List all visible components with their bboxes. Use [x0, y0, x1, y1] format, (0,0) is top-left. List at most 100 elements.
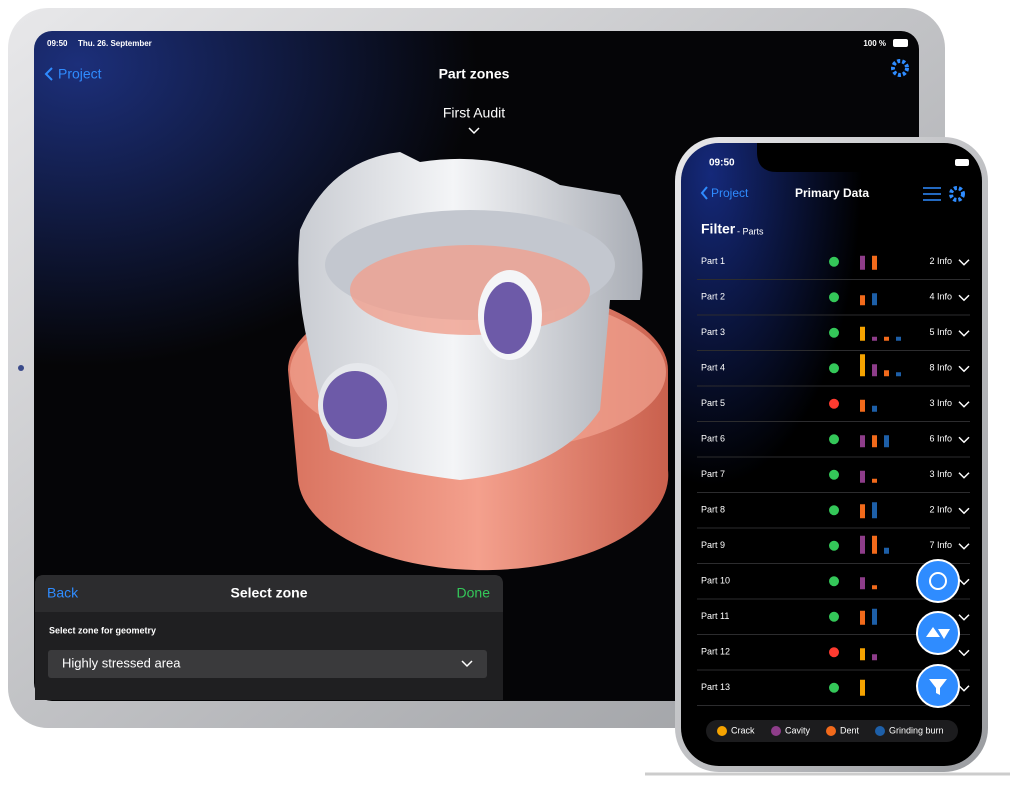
row-chevron [958, 259, 970, 266]
sheet-title: Select zone [230, 585, 307, 601]
info-count: 7 Info [929, 540, 952, 550]
row-chevron [958, 330, 970, 337]
sheet-header [35, 575, 503, 612]
status-dot [829, 576, 839, 587]
defect-bar [884, 370, 889, 377]
camera [18, 365, 24, 371]
part-name: Part 8 [701, 505, 725, 515]
defect-bar [872, 293, 877, 306]
defect-bar [884, 336, 889, 341]
status-dot [829, 647, 839, 658]
info-count: 5 Info [929, 327, 952, 337]
defect-bar [860, 535, 865, 554]
info-count: 3 Info [929, 398, 952, 408]
row-chevron [958, 401, 970, 408]
sheet-done[interactable]: Done [457, 585, 491, 601]
defect-bar [884, 435, 889, 448]
row-chevron [958, 507, 970, 515]
defect-bar [860, 470, 865, 483]
defect-bar [860, 295, 865, 306]
row-chevron [958, 685, 970, 692]
defect-bar [860, 577, 865, 590]
row-chevron [958, 578, 970, 586]
phone-title: Primary Data [795, 186, 869, 200]
piston-model [288, 152, 669, 571]
part-name: Part 4 [701, 363, 725, 373]
defect-bar [860, 679, 865, 696]
row-chevron [958, 614, 970, 621]
part-name: Part 9 [701, 540, 725, 550]
phone-back[interactable]: Project [711, 186, 749, 200]
part-name: Part 2 [701, 292, 725, 302]
sheet-back[interactable]: Back [47, 585, 79, 601]
info-count: 8 Info [929, 363, 952, 373]
part-name: Part 1 [701, 256, 725, 266]
defect-bar [872, 535, 877, 554]
phone-notch [757, 143, 907, 172]
legend-label: Cavity [785, 725, 811, 735]
status-dot [829, 540, 839, 551]
defect-bar [896, 372, 901, 377]
defect-bar [872, 608, 877, 625]
status-dot [829, 363, 839, 374]
defect-bar [860, 610, 865, 625]
phone-back-chevron [700, 186, 708, 200]
defect-bar [872, 405, 877, 412]
fab-sort[interactable] [916, 611, 960, 655]
status-dot [829, 327, 839, 338]
zone-label: Select zone for geometry [49, 625, 156, 635]
part-name: Part 7 [701, 469, 725, 479]
back-button[interactable]: Project [58, 66, 102, 82]
part-name: Part 13 [701, 682, 730, 692]
status-dot [829, 682, 839, 693]
legend-label: Grinding burn [889, 725, 944, 735]
battery-text: 100 % [863, 39, 886, 48]
row-chevron [958, 472, 970, 479]
status-dot [829, 256, 839, 267]
defect-bar [860, 255, 865, 270]
filter-heading: Filter [701, 221, 736, 237]
defect-bar [872, 255, 877, 270]
row-chevron [958, 436, 970, 444]
defect-bar [860, 399, 865, 412]
fab-group [916, 559, 960, 708]
defect-bar [860, 648, 865, 661]
defect-bar [896, 336, 901, 341]
part-name: Part 3 [701, 327, 725, 337]
defect-bar [860, 326, 865, 341]
part-name: Part 10 [701, 576, 730, 586]
status-dot [829, 469, 839, 480]
info-count: 2 Info [929, 256, 952, 266]
phone-battery [955, 159, 969, 166]
zone-dropdown[interactable] [48, 650, 487, 678]
defect-bar [884, 547, 889, 554]
defect-bar [860, 354, 865, 377]
phone-screen [681, 143, 982, 766]
part-name: Part 6 [701, 434, 725, 444]
defect-bar [860, 435, 865, 448]
audit-selector[interactable]: First Audit [443, 105, 505, 121]
row-chevron [958, 649, 970, 657]
dropdown-chevron [461, 660, 473, 668]
info-count: 3 Info [929, 469, 952, 479]
part-name: Part 11 [701, 611, 729, 621]
status-dot [829, 292, 839, 303]
defect-bar [872, 478, 877, 483]
info-count: 6 Info [929, 434, 952, 444]
status-date: Thu. 26. September [78, 39, 152, 48]
fab-compare[interactable] [916, 559, 960, 603]
filter-settings-icon[interactable] [923, 187, 941, 201]
part-name: Part 12 [701, 647, 730, 657]
nav-title: Part zones [439, 66, 510, 82]
battery-icon [893, 39, 908, 47]
phone-settings[interactable] [949, 186, 965, 202]
legend-swatch [826, 726, 836, 736]
audit-chevron [468, 127, 480, 135]
part-name: Part 5 [701, 398, 725, 408]
status-dot [829, 398, 839, 409]
defect-bar [872, 502, 877, 519]
row-chevron [958, 365, 970, 373]
phone-status-time: 09:50 [709, 158, 735, 169]
settings-icon[interactable] [891, 59, 909, 77]
